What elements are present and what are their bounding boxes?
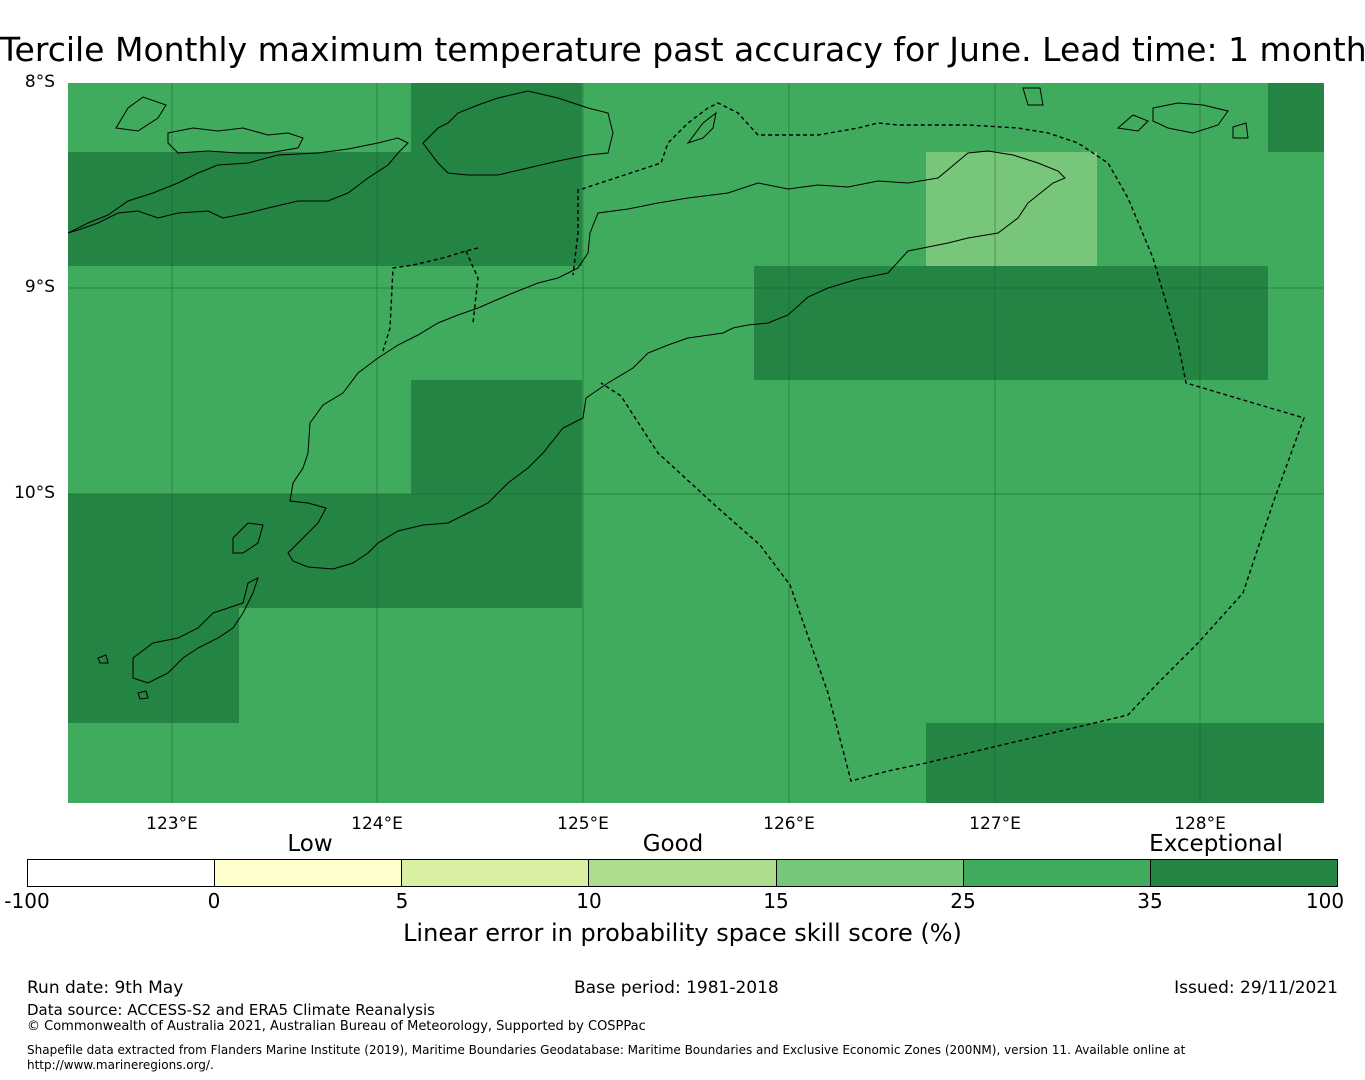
lon-label: 128°E	[1174, 814, 1226, 834]
lon-label: 126°E	[763, 814, 815, 834]
cell-exceptional	[68, 152, 582, 266]
cell-exceptional	[754, 266, 1268, 380]
colorbar-segment	[28, 860, 216, 886]
skill-map	[68, 83, 1324, 803]
colorbar-tick: 35	[1137, 889, 1163, 913]
cell-exceptional	[411, 83, 582, 152]
coastlines	[68, 87, 1249, 700]
category-low: Low	[287, 831, 333, 857]
colorbar-segment	[215, 860, 403, 886]
map-title: Tercile Monthly maximum temperature past…	[0, 30, 1365, 69]
colorbar-tick: 10	[576, 889, 602, 913]
colorbar-segment	[402, 860, 590, 886]
run-date: Run date: 9th May	[27, 978, 184, 998]
lat-label: 10°S	[14, 483, 55, 503]
cell-exceptional	[1268, 83, 1324, 152]
cell-exceptional	[411, 380, 582, 494]
lat-label: 9°S	[24, 277, 55, 297]
shapefile-credit: Shapefile data extracted from Flanders M…	[27, 1043, 1186, 1072]
colorbar-tick: 15	[763, 889, 789, 913]
cell-exceptional	[68, 608, 239, 723]
colorbar-segment	[589, 860, 777, 886]
colorbar-tick: 0	[207, 889, 221, 913]
issued-date: Issued: 29/11/2021	[1174, 978, 1338, 998]
colorbar-tick: -100	[4, 889, 50, 913]
copyright: © Commonwealth of Australia 2021, Austra…	[27, 1019, 646, 1034]
cell-moderate	[926, 152, 1097, 266]
data-source: Data source: ACCESS-S2 and ERA5 Climate …	[27, 1001, 435, 1019]
lat-label: 8°S	[24, 72, 55, 92]
colorbar-segment	[963, 860, 1151, 886]
colorbar-tick: 100	[1305, 889, 1345, 913]
eez-boundary	[382, 102, 1305, 782]
cell-exceptional	[68, 494, 582, 608]
lon-label: 127°E	[969, 814, 1021, 834]
colorbar	[27, 859, 1338, 887]
lon-label: 125°E	[557, 814, 609, 834]
colorbar-segment	[776, 860, 964, 886]
colorbar-segment	[1150, 860, 1337, 886]
colorbar-tick: 5	[395, 889, 409, 913]
colorbar-label: Linear error in probability space skill …	[403, 919, 962, 947]
gridlines	[68, 83, 1324, 803]
lon-label: 124°E	[351, 814, 403, 834]
category-good: Good	[642, 831, 704, 857]
colorbar-tick: 25	[950, 889, 976, 913]
category-exceptional: Exceptional	[1149, 831, 1283, 857]
base-period: Base period: 1981-2018	[574, 978, 779, 998]
cell-exceptional	[926, 723, 1324, 803]
lon-label: 123°E	[146, 814, 198, 834]
